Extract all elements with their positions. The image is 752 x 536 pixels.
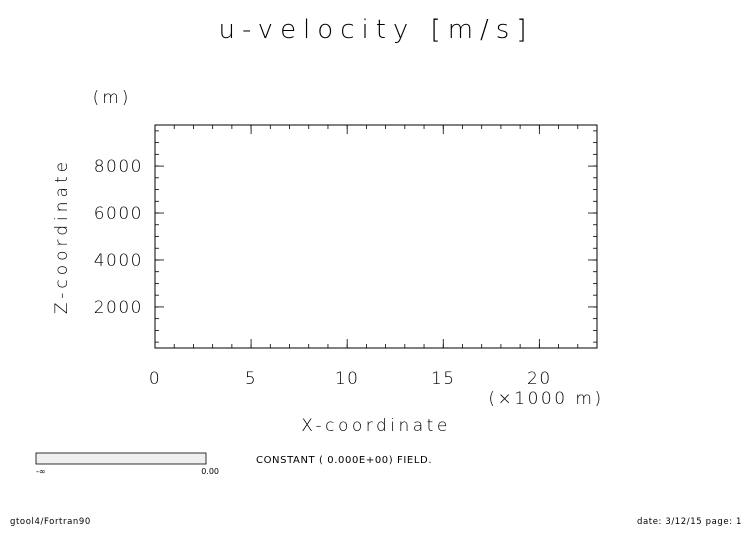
x-major-ticks — [154, 125, 540, 348]
y-tick-labels: 2000 4000 6000 8000 — [94, 157, 143, 318]
x-unit-label: (×1000 m) — [488, 389, 603, 409]
footer-right: date: 3/12/15 page: 1 — [637, 517, 742, 527]
y-tick-label: 6000 — [94, 204, 143, 224]
x-axis-label: X-coordinate — [301, 416, 451, 436]
y-major-ticks — [155, 165, 597, 308]
colorbar-max-label: 0.00 — [201, 467, 219, 476]
y-unit-label: (m) — [93, 88, 132, 108]
field-message: CONSTANT ( 0.000E+00) FIELD. — [256, 455, 432, 466]
x-tick-label: 20 — [527, 369, 552, 389]
x-tick-label: 0 — [149, 369, 161, 389]
x-tick-labels: 0 5 10 15 20 — [149, 369, 552, 389]
y-tick-label: 8000 — [94, 157, 143, 177]
x-tick-label: 15 — [431, 369, 456, 389]
colorbar-min-label: -∞ — [36, 467, 46, 476]
y-tick-label: 4000 — [94, 251, 143, 271]
x-tick-label: 10 — [335, 369, 360, 389]
plot-area — [154, 124, 598, 349]
x-tick-label: 5 — [245, 369, 257, 389]
y-tick-label: 2000 — [94, 298, 143, 318]
footer-left: gtool4/Fortran90 — [10, 517, 91, 527]
colorbar-swatch — [35, 452, 207, 465]
y-axis-label: Z-coordinate — [52, 158, 72, 314]
chart-title: u-velocity [m/s] — [219, 15, 534, 45]
